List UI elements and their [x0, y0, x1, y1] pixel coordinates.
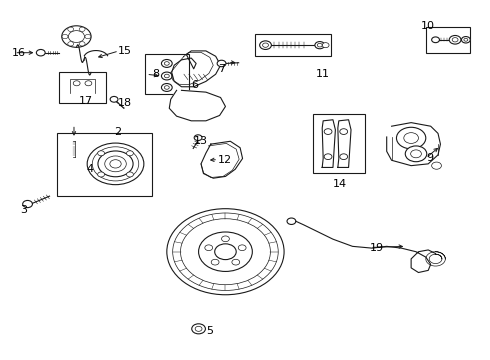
- Polygon shape: [201, 141, 243, 178]
- Text: 8: 8: [152, 69, 159, 79]
- Circle shape: [73, 81, 80, 86]
- Text: 14: 14: [333, 179, 347, 189]
- Circle shape: [164, 86, 169, 89]
- Bar: [426, 27, 470, 53]
- Circle shape: [161, 72, 172, 80]
- Circle shape: [98, 172, 104, 177]
- Circle shape: [68, 42, 74, 46]
- Circle shape: [79, 27, 85, 31]
- Circle shape: [221, 236, 229, 242]
- Circle shape: [194, 135, 202, 140]
- Circle shape: [238, 245, 246, 251]
- Text: 1: 1: [262, 236, 269, 246]
- Circle shape: [167, 209, 284, 295]
- Circle shape: [462, 37, 470, 43]
- Circle shape: [211, 259, 219, 265]
- Polygon shape: [387, 123, 441, 166]
- Circle shape: [260, 41, 271, 49]
- Text: 15: 15: [118, 46, 132, 56]
- Circle shape: [98, 151, 133, 177]
- Circle shape: [217, 60, 226, 67]
- Text: 12: 12: [218, 155, 232, 165]
- Circle shape: [432, 37, 440, 42]
- Circle shape: [180, 219, 270, 285]
- Bar: [255, 34, 331, 56]
- Bar: [59, 72, 106, 103]
- Circle shape: [69, 31, 84, 42]
- Circle shape: [287, 218, 296, 225]
- Circle shape: [92, 147, 139, 181]
- Text: 5: 5: [206, 326, 213, 336]
- Circle shape: [464, 39, 468, 41]
- Text: 6: 6: [191, 80, 198, 90]
- Circle shape: [318, 43, 322, 47]
- Circle shape: [126, 151, 133, 156]
- Circle shape: [322, 42, 329, 48]
- Circle shape: [449, 36, 461, 44]
- Bar: [57, 134, 152, 196]
- Circle shape: [405, 146, 427, 162]
- Circle shape: [126, 172, 133, 177]
- Circle shape: [23, 201, 32, 208]
- Circle shape: [411, 150, 421, 158]
- Circle shape: [172, 213, 278, 291]
- Text: 18: 18: [118, 98, 132, 108]
- Text: 16: 16: [11, 48, 25, 58]
- Circle shape: [85, 81, 92, 86]
- Circle shape: [62, 26, 91, 47]
- Circle shape: [105, 156, 126, 172]
- Circle shape: [324, 154, 332, 159]
- Circle shape: [164, 74, 169, 78]
- Circle shape: [404, 133, 418, 143]
- Circle shape: [161, 59, 172, 67]
- Circle shape: [205, 245, 213, 251]
- Text: 19: 19: [369, 243, 384, 253]
- Circle shape: [98, 151, 104, 156]
- Bar: [145, 54, 189, 94]
- Bar: [314, 114, 365, 173]
- Circle shape: [85, 35, 91, 39]
- Text: 4: 4: [86, 164, 93, 174]
- Circle shape: [110, 96, 118, 102]
- Circle shape: [164, 62, 169, 65]
- Text: 13: 13: [194, 136, 208, 145]
- Circle shape: [452, 38, 458, 42]
- Text: 10: 10: [421, 21, 435, 31]
- Polygon shape: [169, 90, 225, 121]
- Circle shape: [340, 129, 347, 134]
- Circle shape: [62, 35, 68, 39]
- Circle shape: [396, 127, 426, 149]
- Circle shape: [324, 129, 332, 134]
- Text: 17: 17: [79, 96, 93, 106]
- Circle shape: [432, 162, 441, 169]
- Text: 7: 7: [218, 64, 225, 74]
- Circle shape: [87, 143, 144, 185]
- Text: 11: 11: [316, 69, 330, 79]
- Circle shape: [192, 324, 205, 334]
- Text: 9: 9: [426, 153, 433, 163]
- Polygon shape: [338, 120, 351, 167]
- Text: 2: 2: [114, 127, 122, 136]
- Circle shape: [315, 41, 325, 49]
- Circle shape: [110, 160, 121, 168]
- Circle shape: [36, 49, 45, 56]
- Circle shape: [195, 326, 202, 331]
- Circle shape: [68, 27, 74, 31]
- Circle shape: [340, 154, 347, 159]
- Text: 3: 3: [20, 206, 27, 216]
- Circle shape: [198, 232, 252, 271]
- Circle shape: [161, 84, 172, 91]
- Circle shape: [215, 244, 236, 260]
- Circle shape: [263, 43, 269, 47]
- Circle shape: [79, 42, 85, 46]
- Polygon shape: [322, 120, 335, 167]
- Circle shape: [232, 259, 240, 265]
